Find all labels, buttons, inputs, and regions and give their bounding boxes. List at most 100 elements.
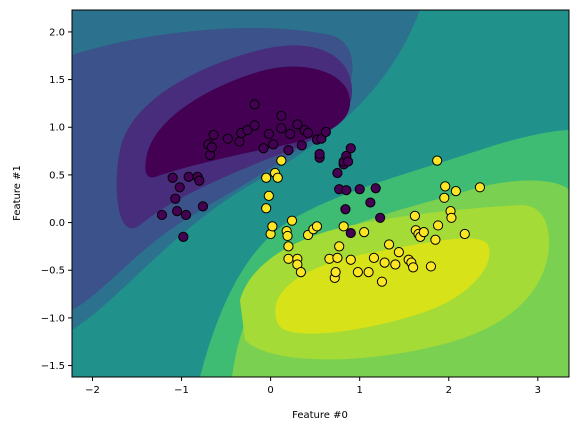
class-0-point: [340, 204, 351, 215]
y-tick-label: 1.5: [49, 75, 65, 86]
contour-level-8: [145, 66, 351, 178]
class-1-point: [376, 276, 388, 287]
class-1-point: [345, 254, 356, 265]
class-1-point: [432, 220, 444, 231]
class-0-point: [354, 184, 365, 195]
class-1-point: [332, 252, 343, 263]
class-1-point: [450, 186, 461, 197]
y-tick-label: −1.5: [41, 361, 65, 372]
class-1-point: [390, 259, 401, 270]
class-0-point: [343, 156, 354, 167]
class-0-point: [345, 227, 356, 239]
class-1-point: [330, 267, 341, 278]
axes-frame: [71, 9, 570, 378]
x-tick-label: 0: [267, 385, 273, 396]
class-0-point: [222, 133, 233, 144]
class-0-point: [341, 185, 352, 196]
y-axis-ticks: −1.5 −1.0 −0.5 0.0 0.5 1.0 1.5 2.0: [41, 27, 72, 372]
class-0-point: [276, 123, 287, 134]
class-0-point: [370, 183, 381, 194]
y-tick-label: −0.5: [41, 266, 65, 277]
x-tick-label: 3: [535, 385, 541, 396]
class-0-point: [276, 110, 287, 121]
class-1-point: [409, 210, 421, 222]
y-tick-label: 1.0: [49, 123, 65, 134]
scatter-points: [156, 99, 486, 287]
class-0-point: [302, 127, 314, 139]
class-1-point: [267, 221, 278, 232]
class-0-point: [242, 125, 253, 136]
class-0-point: [249, 120, 260, 131]
y-tick-label: 0.0: [49, 218, 65, 229]
x-tick-label: 2: [446, 385, 452, 396]
class-1-point: [368, 252, 380, 263]
class-0-point: [296, 140, 307, 151]
class-0-point: [197, 201, 209, 212]
class-1-point: [393, 247, 404, 258]
class-1-point: [282, 230, 293, 242]
class-1-point: [363, 267, 374, 278]
class-1-point: [379, 257, 390, 268]
y-tick-label: −1.0: [41, 313, 65, 324]
class-1-point: [272, 172, 283, 183]
class-0-point: [249, 99, 260, 110]
class-0-point: [178, 231, 189, 242]
class-0-point: [183, 171, 194, 182]
class-0-point: [167, 172, 178, 183]
class-1-point: [261, 203, 272, 214]
class-1-point: [446, 212, 457, 223]
class-0-point: [283, 145, 294, 156]
class-1-point: [263, 190, 274, 201]
class-1-point: [474, 182, 486, 193]
class-1-point: [283, 253, 294, 264]
class-1-point: [283, 241, 294, 252]
class-1-point: [311, 221, 323, 232]
class-1-point: [408, 262, 419, 273]
class-1-point: [383, 239, 395, 250]
class-1-point: [352, 267, 364, 278]
class-1-point: [418, 227, 429, 238]
class-1-point: [276, 155, 287, 166]
class-1-point: [432, 155, 443, 166]
x-tick-label: −1: [174, 385, 189, 396]
x-tick-label: 1: [357, 385, 363, 396]
y-tick-label: 0.5: [49, 170, 65, 181]
class-1-point: [440, 181, 451, 192]
y-tick-label: 2.0: [49, 27, 65, 38]
class-1-point: [295, 267, 307, 278]
class-0-point: [194, 175, 205, 186]
class-0-point: [375, 212, 386, 223]
class-0-point: [208, 129, 219, 140]
class-0-point: [320, 126, 331, 138]
class-0-point: [174, 182, 185, 193]
class-1-point: [286, 215, 298, 226]
class-0-point: [206, 142, 217, 153]
class-1-point: [430, 234, 441, 245]
class-1-point: [425, 261, 437, 272]
class-0-point: [263, 128, 274, 140]
class-0-point: [156, 209, 168, 221]
class-0-point: [180, 209, 192, 221]
x-axis-ticks: −2 −1 0 1 2 3: [85, 377, 541, 396]
plot-area: [72, 10, 569, 377]
class-0-point: [345, 143, 356, 154]
class-0-point: [268, 139, 279, 150]
x-tick-label: −2: [85, 385, 100, 396]
class-1-point: [261, 172, 272, 183]
class-1-point: [338, 221, 349, 232]
class-0-point: [170, 193, 181, 204]
class-0-point: [314, 148, 325, 160]
class-0-point: [258, 143, 269, 154]
class-0-point: [292, 119, 303, 130]
class-1-point: [359, 227, 370, 238]
class-1-point: [334, 241, 345, 252]
class-0-point: [285, 128, 296, 140]
class-0-point: [365, 197, 376, 208]
x-axis-label: Feature #0: [292, 410, 348, 421]
class-1-point: [459, 228, 470, 240]
class-0-point: [172, 206, 183, 217]
class-0-point: [234, 136, 245, 147]
y-axis-label: Feature #1: [12, 165, 23, 221]
class-1-point: [439, 192, 450, 203]
